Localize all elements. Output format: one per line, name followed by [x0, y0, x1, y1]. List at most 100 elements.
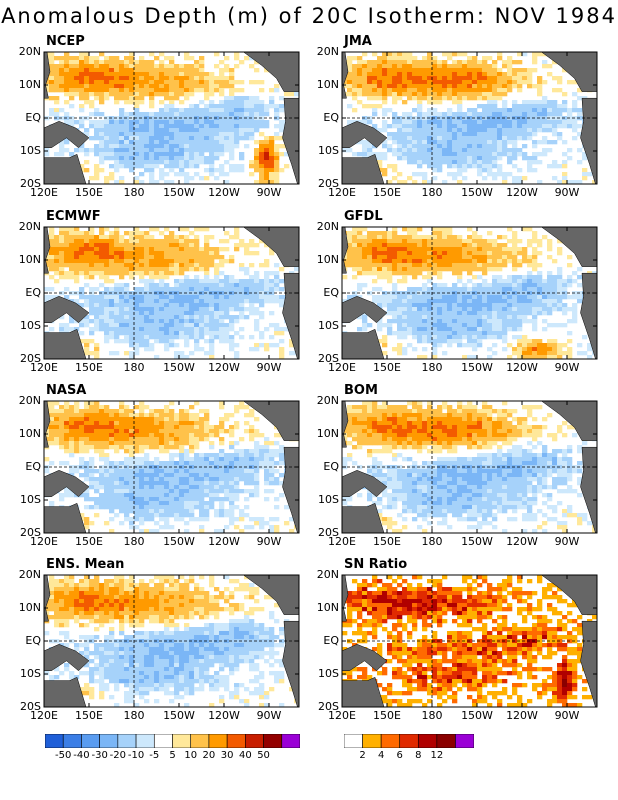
heatmap-cell	[64, 84, 70, 89]
heatmap-cell	[64, 425, 70, 430]
heatmap-cell	[224, 56, 230, 61]
heatmap-cell	[567, 80, 573, 85]
heatmap-cell	[99, 124, 105, 129]
heatmap-cell	[74, 405, 80, 410]
heatmap-cell	[452, 259, 458, 264]
heatmap-cell	[249, 263, 255, 268]
heatmap-cell	[347, 247, 353, 252]
heatmap-cell	[244, 136, 250, 141]
heatmap-cell	[184, 247, 190, 252]
heatmap-cell	[249, 243, 255, 248]
heatmap-cell	[114, 263, 120, 268]
heatmap-cell	[219, 441, 225, 446]
heatmap-cell	[179, 413, 185, 418]
heatmap-cell	[139, 267, 145, 272]
heatmap-cell	[407, 239, 413, 244]
heatmap-cell	[134, 76, 140, 81]
heatmap-cell	[412, 263, 418, 268]
heatmap-cell	[457, 156, 463, 161]
heatmap-cell	[254, 327, 260, 332]
heatmap-cell	[412, 68, 418, 73]
heatmap-cell	[89, 243, 95, 248]
heatmap-cell	[154, 335, 160, 340]
heatmap-cell	[422, 136, 428, 141]
heatmap-cell	[219, 247, 225, 252]
heatmap-cell	[372, 80, 378, 85]
heatmap-cell	[457, 327, 463, 332]
heatmap-cell	[432, 283, 438, 288]
heatmap-cell	[259, 112, 265, 117]
heatmap-cell	[472, 56, 478, 61]
heatmap-cell	[572, 108, 578, 113]
heatmap-cell	[437, 100, 443, 105]
heatmap-cell	[199, 303, 205, 308]
heatmap-cell	[119, 263, 125, 268]
heatmap-cell	[467, 164, 473, 169]
heatmap-cell	[129, 437, 135, 442]
heatmap-cell	[144, 271, 150, 276]
heatmap-cell	[547, 72, 553, 77]
heatmap-cell	[169, 156, 175, 161]
heatmap-cell	[94, 405, 100, 410]
heatmap-cell	[407, 124, 413, 129]
heatmap-cell	[124, 425, 130, 430]
heatmap-cell	[69, 60, 75, 65]
heatmap-cell	[462, 76, 468, 81]
heatmap-cell	[244, 144, 250, 149]
heatmap-cell	[49, 421, 55, 426]
heatmap-cell	[154, 88, 160, 93]
heatmap-cell	[497, 251, 503, 256]
heatmap-cell	[139, 247, 145, 252]
heatmap-cell	[497, 56, 503, 61]
heatmap-cell	[482, 96, 488, 101]
heatmap-cell	[189, 164, 195, 169]
heatmap-cell	[149, 72, 155, 77]
heatmap-cell	[577, 299, 583, 304]
heatmap-cell	[382, 88, 388, 93]
heatmap-cell	[169, 160, 175, 165]
heatmap-cell	[442, 295, 448, 300]
heatmap-cell	[99, 327, 105, 332]
heatmap-cell	[124, 437, 130, 442]
heatmap-cell	[234, 299, 240, 304]
heatmap-cell	[397, 331, 403, 336]
heatmap-cell	[249, 307, 255, 312]
heatmap-cell	[532, 231, 538, 236]
heatmap-cell	[557, 271, 563, 276]
heatmap-cell	[69, 263, 75, 268]
heatmap-cell	[234, 315, 240, 320]
heatmap-cell	[487, 160, 493, 165]
heatmap-cell	[457, 319, 463, 324]
heatmap-cell	[567, 112, 573, 117]
heatmap-cell	[422, 335, 428, 340]
heatmap-cell	[347, 60, 353, 65]
heatmap-cell	[174, 108, 180, 113]
heatmap-cell	[432, 148, 438, 153]
heatmap-cell	[84, 52, 90, 57]
heatmap-cell	[492, 239, 498, 244]
heatmap-cell	[124, 339, 130, 344]
heatmap-cell	[209, 172, 215, 177]
heatmap-cell	[487, 255, 493, 260]
heatmap-cell	[422, 132, 428, 137]
heatmap-cell	[447, 56, 453, 61]
heatmap-cell	[522, 255, 528, 260]
heatmap-cell	[214, 303, 220, 308]
heatmap-cell	[452, 271, 458, 276]
heatmap-cell	[482, 271, 488, 276]
heatmap-cell	[442, 287, 448, 292]
heatmap-cell	[59, 76, 65, 81]
heatmap-cell	[104, 339, 110, 344]
heatmap-cell	[244, 449, 250, 454]
heatmap-cell	[164, 339, 170, 344]
heatmap-cell	[487, 84, 493, 89]
heatmap-cell	[397, 255, 403, 260]
heatmap-cell	[94, 136, 100, 141]
heatmap-cell	[219, 421, 225, 426]
heatmap-cell	[54, 247, 60, 252]
heatmap-cell	[234, 449, 240, 454]
heatmap-cell	[442, 156, 448, 161]
x-tick-label: 120E	[328, 361, 356, 374]
heatmap-cell	[417, 92, 423, 97]
heatmap-cell	[567, 331, 573, 336]
